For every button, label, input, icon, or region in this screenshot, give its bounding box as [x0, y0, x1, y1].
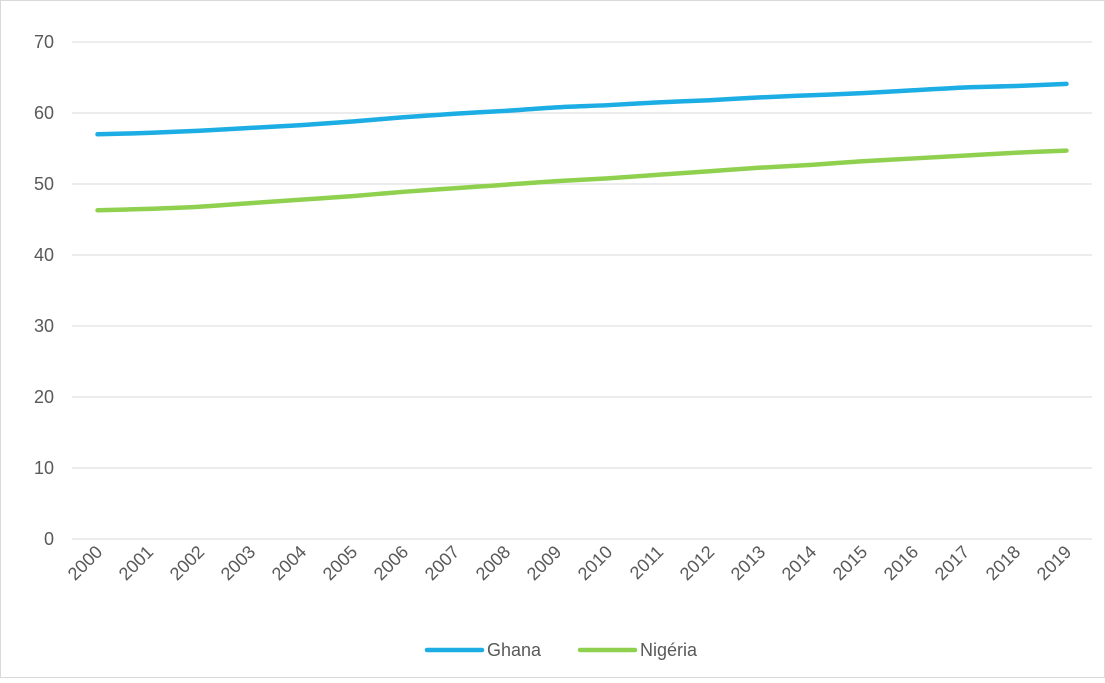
- legend-item: Ghana: [424, 640, 542, 660]
- legend-label: Nigéria: [640, 640, 698, 660]
- y-tick-label: 30: [34, 316, 54, 336]
- gridlines: [72, 41, 1092, 540]
- y-tick-label: 70: [34, 32, 54, 52]
- y-tick-label: 0: [44, 529, 54, 549]
- y-tick-label: 20: [34, 387, 54, 407]
- y-axis-tick-labels: 0 10 20 30 40 50 60 70: [34, 32, 54, 549]
- series-line-nigeria: [95, 148, 1069, 213]
- series-lines: [95, 81, 1069, 213]
- y-tick-label: 10: [34, 458, 54, 478]
- legend-item: Nigéria: [577, 640, 698, 660]
- y-tick-label: 40: [34, 245, 54, 265]
- y-tick-label: 50: [34, 174, 54, 194]
- legend-label: Ghana: [487, 640, 542, 660]
- legend: Ghana Nigéria: [424, 640, 698, 660]
- y-tick-label: 60: [34, 103, 54, 123]
- series-line-ghana: [95, 81, 1069, 137]
